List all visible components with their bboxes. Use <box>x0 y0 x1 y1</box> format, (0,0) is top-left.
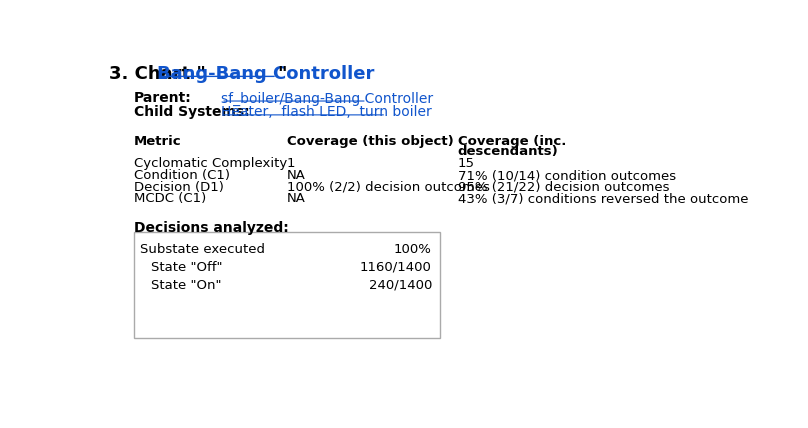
Text: Coverage (this object): Coverage (this object) <box>287 134 454 148</box>
Text: 71% (10/14) condition outcomes: 71% (10/14) condition outcomes <box>457 169 675 182</box>
Text: Metric: Metric <box>133 134 181 148</box>
Text: NA: NA <box>287 192 306 205</box>
Text: descendants): descendants) <box>457 145 558 158</box>
Bar <box>133 232 440 338</box>
Text: MCDC (C1): MCDC (C1) <box>133 192 206 205</box>
Text: Decisions analyzed:: Decisions analyzed: <box>133 221 288 235</box>
Text: NA: NA <box>287 169 306 182</box>
Text: 43% (3/7) conditions reversed the outcome: 43% (3/7) conditions reversed the outcom… <box>457 192 748 205</box>
Text: Heater,  flash LED,  turn boiler: Heater, flash LED, turn boiler <box>221 105 431 119</box>
Text: sf_boiler/Bang-Bang Controller: sf_boiler/Bang-Bang Controller <box>221 92 433 106</box>
Text: 240/1400: 240/1400 <box>368 279 432 291</box>
Text: 1: 1 <box>287 157 296 170</box>
Text: 3. Chart ": 3. Chart " <box>109 65 205 83</box>
Text: Parent:: Parent: <box>133 92 191 105</box>
Text: Substate executed: Substate executed <box>140 243 265 256</box>
Text: 100% (2/2) decision outcomes: 100% (2/2) decision outcomes <box>287 181 490 194</box>
Text: 100%: 100% <box>394 243 432 256</box>
Text: Cyclomatic Complexity: Cyclomatic Complexity <box>133 157 287 170</box>
Text: 1160/1400: 1160/1400 <box>360 261 432 274</box>
Text: 95% (21/22) decision outcomes: 95% (21/22) decision outcomes <box>457 181 669 194</box>
Text: Decision (D1): Decision (D1) <box>133 181 224 194</box>
Text: 15: 15 <box>457 157 474 170</box>
Text: Bang-Bang Controller: Bang-Bang Controller <box>157 65 374 83</box>
Text: State "Off": State "Off" <box>150 261 222 274</box>
Text: Coverage (inc.: Coverage (inc. <box>457 134 566 148</box>
Text: Child Systems:: Child Systems: <box>133 105 249 119</box>
Text: ": " <box>277 65 286 83</box>
Text: Condition (C1): Condition (C1) <box>133 169 229 182</box>
Text: State "On": State "On" <box>150 279 221 291</box>
